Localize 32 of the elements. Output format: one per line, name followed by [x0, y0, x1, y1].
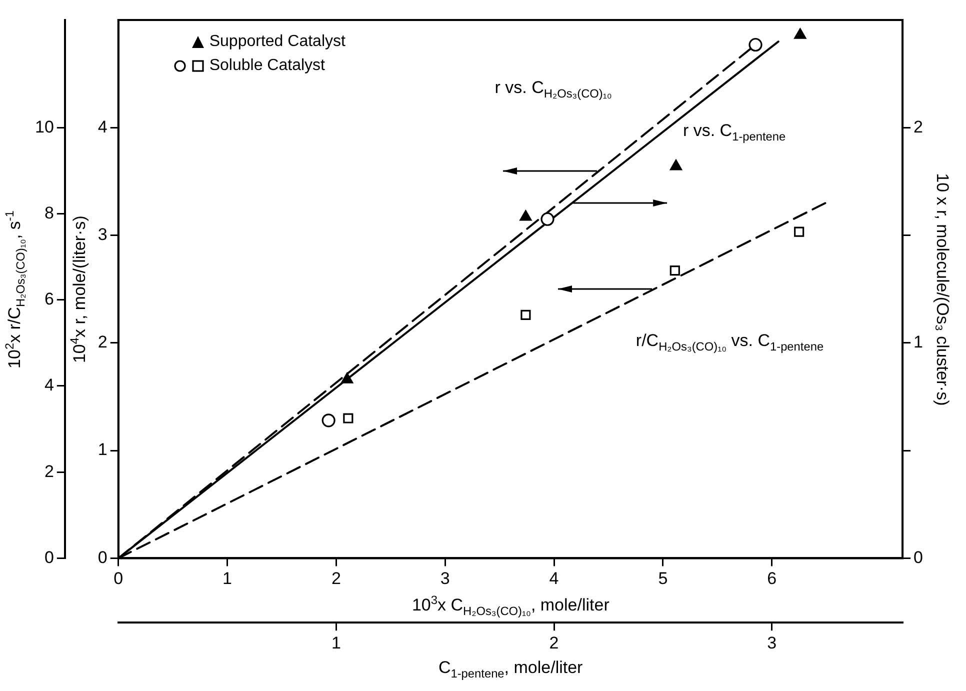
- x-tick-label: 3: [440, 569, 450, 588]
- series-label: r vs. C$_{1-pentene}$: [682, 121, 786, 144]
- y-tick-label: 8: [44, 203, 54, 222]
- legend-label: Soluble Catalyst: [209, 57, 325, 74]
- x2-axis-title: C$_{1-pentene}$, mole/liter: [438, 658, 583, 680]
- y2-tick-label: 1: [914, 332, 924, 352]
- text: r vs. C$_{H₂Os₃(CO)₁₀}$: [494, 78, 612, 101]
- y2-axis-title: 10 x r, molecule/(Os₃ cluster·s): [932, 172, 952, 406]
- x-axis-title: 10$^{3}$x C$_{H₂Os₃(CO)₁₀}$, mole/liter: [412, 592, 610, 618]
- x2-tick-label: 2: [549, 633, 559, 652]
- x2-tick-label: 1: [331, 633, 341, 652]
- y-tick-label: 6: [44, 290, 54, 309]
- x-tick-label: 2: [331, 569, 341, 588]
- y3-tick-label: 0: [98, 548, 108, 567]
- y-tick-label: 10: [34, 117, 54, 136]
- x-tick-label: 4: [549, 569, 559, 588]
- x-tick-label: 1: [222, 569, 232, 588]
- x-tick-label: 0: [114, 569, 124, 588]
- series-label: r/C$_{H₂Os₃(CO)₁₀}$ vs. C$_{1-pentene}$: [636, 331, 824, 354]
- y3-tick-label: 1: [98, 440, 108, 460]
- y3-tick-label: 4: [98, 117, 108, 136]
- y-tick-label: 2: [44, 462, 54, 481]
- y2-tick-label: 2: [914, 117, 924, 136]
- legend-label: Supported Catalyst: [209, 33, 346, 50]
- y3-tick-label: 2: [98, 332, 108, 352]
- y2-tick-label: 0: [914, 548, 924, 567]
- x-tick-label: 5: [658, 569, 668, 588]
- x2-tick-label: 3: [767, 633, 777, 652]
- x-tick-label: 6: [767, 569, 777, 588]
- y-tick-label: 0: [44, 548, 54, 567]
- y3-tick-label: 3: [98, 224, 108, 244]
- y-tick-label: 4: [44, 376, 54, 395]
